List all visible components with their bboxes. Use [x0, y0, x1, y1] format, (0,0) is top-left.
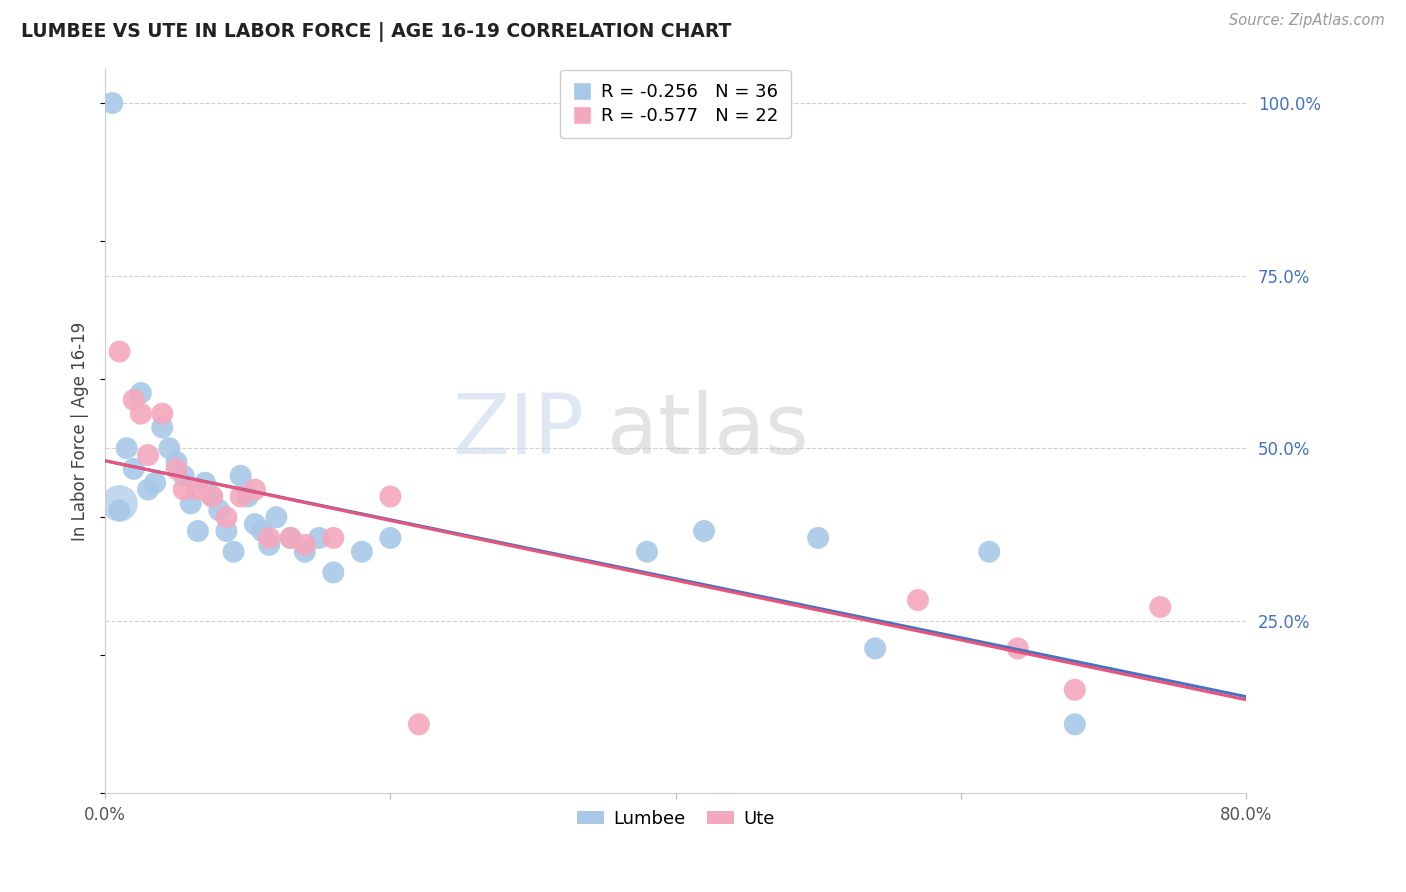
Point: [243, 517, 266, 532]
Point: [807, 531, 830, 545]
Point: [201, 490, 224, 504]
Point: [157, 441, 180, 455]
Point: [863, 641, 886, 656]
Point: [1149, 599, 1171, 614]
Point: [194, 475, 217, 490]
Point: [266, 510, 288, 524]
Point: [257, 538, 280, 552]
Point: [187, 483, 209, 497]
Point: [180, 496, 202, 510]
Point: [243, 483, 266, 497]
Text: Source: ZipAtlas.com: Source: ZipAtlas.com: [1229, 13, 1385, 29]
Text: LUMBEE VS UTE IN LABOR FORCE | AGE 16-19 CORRELATION CHART: LUMBEE VS UTE IN LABOR FORCE | AGE 16-19…: [21, 22, 731, 42]
Point: [250, 524, 273, 538]
Point: [280, 531, 302, 545]
Point: [143, 475, 166, 490]
Point: [322, 531, 344, 545]
Point: [1063, 682, 1085, 697]
Point: [122, 392, 145, 407]
Point: [294, 545, 316, 559]
Point: [236, 490, 259, 504]
Point: [229, 490, 252, 504]
Point: [166, 462, 188, 476]
Point: [150, 420, 173, 434]
Point: [380, 531, 402, 545]
Text: atlas: atlas: [607, 391, 808, 472]
Point: [280, 531, 302, 545]
Point: [322, 566, 344, 580]
Text: ZIP: ZIP: [453, 391, 585, 472]
Point: [257, 531, 280, 545]
Point: [115, 441, 138, 455]
Y-axis label: In Labor Force | Age 16-19: In Labor Force | Age 16-19: [72, 321, 89, 541]
Point: [1063, 717, 1085, 731]
Point: [215, 510, 238, 524]
Point: [173, 483, 195, 497]
Point: [294, 538, 316, 552]
Point: [350, 545, 373, 559]
Point: [907, 593, 929, 607]
Point: [215, 524, 238, 538]
Point: [380, 490, 402, 504]
Point: [308, 531, 330, 545]
Point: [101, 96, 124, 111]
Point: [408, 717, 430, 731]
Point: [108, 503, 131, 517]
Point: [166, 455, 188, 469]
Point: [108, 344, 131, 359]
Point: [1007, 641, 1029, 656]
Point: [150, 407, 173, 421]
Point: [108, 496, 131, 510]
Point: [229, 468, 252, 483]
Point: [136, 483, 159, 497]
Point: [201, 490, 224, 504]
Point: [979, 545, 1001, 559]
Point: [129, 386, 152, 401]
Point: [222, 545, 245, 559]
Point: [136, 448, 159, 462]
Point: [129, 407, 152, 421]
Point: [693, 524, 716, 538]
Point: [122, 462, 145, 476]
Point: [187, 524, 209, 538]
Point: [636, 545, 658, 559]
Legend: Lumbee, Ute: Lumbee, Ute: [569, 803, 782, 835]
Point: [208, 503, 231, 517]
Point: [173, 468, 195, 483]
